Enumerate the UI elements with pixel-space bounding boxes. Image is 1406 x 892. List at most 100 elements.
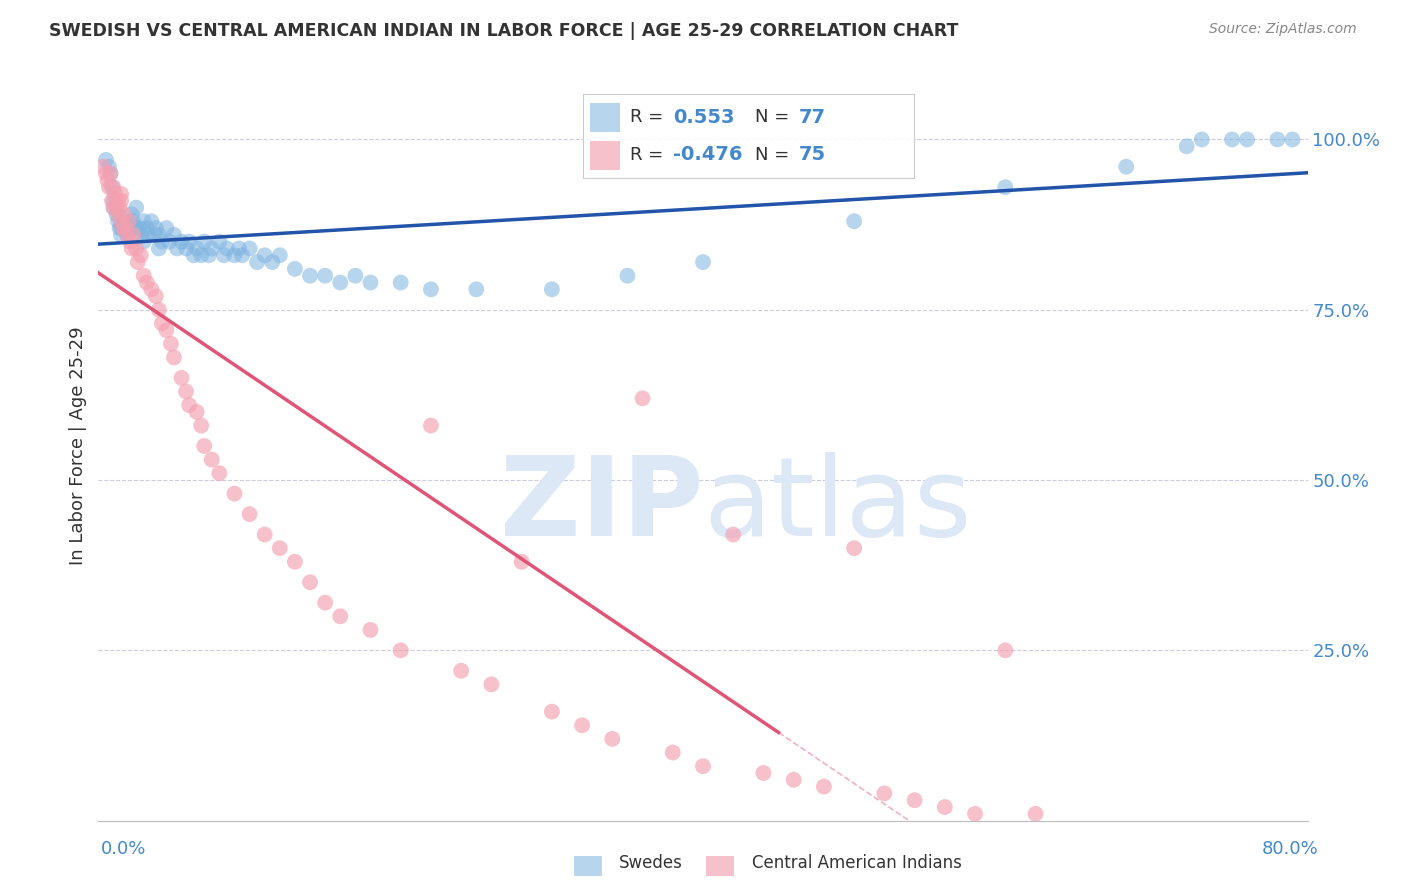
Point (1191, 132, 1213, 146)
Point (329, 609, 352, 624)
Point (110, 227, 132, 242)
Point (1236, 132, 1258, 146)
Point (1220, 132, 1243, 146)
Point (253, 527, 276, 541)
Point (105, 201, 128, 215)
Text: 75: 75 (799, 145, 825, 164)
Point (904, 793, 927, 807)
Point (208, 235, 231, 249)
Point (934, 800, 956, 814)
Point (344, 268, 367, 283)
Point (101, 180, 124, 194)
Point (284, 555, 307, 569)
Point (125, 221, 148, 235)
Point (186, 242, 208, 256)
Point (174, 384, 197, 399)
Point (602, 731, 624, 746)
Point (844, 541, 866, 556)
Point (98, 160, 121, 174)
FancyBboxPatch shape (591, 103, 620, 132)
Point (224, 248, 246, 262)
Point (661, 746, 683, 760)
Point (112, 207, 135, 221)
Point (132, 214, 155, 228)
Point (389, 643, 412, 657)
Point (163, 351, 186, 365)
Point (125, 201, 148, 215)
Point (155, 323, 177, 337)
Point (108, 221, 131, 235)
Point (98, 180, 121, 194)
Point (193, 439, 215, 453)
Point (115, 227, 138, 242)
Point (150, 317, 173, 331)
Point (128, 221, 150, 235)
Point (112, 214, 135, 228)
Point (450, 664, 472, 678)
Point (284, 261, 307, 276)
Point (103, 180, 125, 194)
Point (107, 214, 129, 228)
Point (360, 623, 382, 637)
Point (215, 242, 238, 256)
Point (121, 207, 143, 221)
Text: ZIP: ZIP (499, 452, 703, 559)
Point (228, 242, 250, 256)
Point (314, 596, 336, 610)
Point (136, 227, 159, 242)
Text: SWEDISH VS CENTRAL AMERICAN INDIAN IN LABOR FORCE | AGE 25-29 CORRELATION CHART: SWEDISH VS CENTRAL AMERICAN INDIAN IN LA… (49, 22, 959, 40)
Text: 80.0%: 80.0% (1263, 840, 1319, 858)
Point (159, 235, 181, 249)
Point (108, 201, 131, 215)
Point (183, 248, 205, 262)
Point (571, 718, 593, 732)
Point (692, 759, 714, 773)
Point (1267, 132, 1289, 146)
Point (111, 221, 134, 235)
Point (163, 227, 186, 242)
Y-axis label: In Labor Force | Age 25-29: In Labor Force | Age 25-29 (69, 326, 87, 566)
Point (1175, 139, 1198, 153)
Point (150, 235, 173, 249)
Point (148, 227, 170, 242)
Text: Swedes: Swedes (619, 855, 682, 872)
Point (239, 242, 262, 256)
Point (813, 780, 835, 794)
Point (160, 336, 183, 351)
Point (132, 235, 155, 249)
Point (122, 214, 145, 228)
Point (314, 268, 336, 283)
FancyBboxPatch shape (591, 141, 620, 169)
Point (127, 255, 149, 269)
Point (465, 282, 488, 296)
Point (141, 214, 163, 228)
Point (212, 248, 235, 262)
Point (510, 555, 533, 569)
Point (201, 452, 224, 467)
Point (873, 786, 896, 800)
Point (193, 235, 215, 249)
Point (994, 180, 1017, 194)
Point (103, 201, 125, 215)
Text: R =: R = (630, 109, 669, 127)
Point (96, 173, 118, 187)
Point (224, 486, 246, 500)
Point (110, 221, 132, 235)
Point (91, 160, 114, 174)
Point (994, 643, 1017, 657)
Point (145, 221, 167, 235)
Point (100, 167, 122, 181)
Point (94, 153, 117, 167)
Point (118, 221, 141, 235)
Point (148, 242, 170, 256)
Point (107, 194, 129, 208)
Point (141, 282, 163, 296)
Point (179, 235, 201, 249)
Text: atlas: atlas (703, 452, 972, 559)
Point (104, 186, 127, 201)
Point (783, 772, 806, 787)
Point (269, 541, 291, 556)
Point (115, 227, 138, 242)
Point (101, 194, 124, 208)
Point (103, 201, 125, 215)
